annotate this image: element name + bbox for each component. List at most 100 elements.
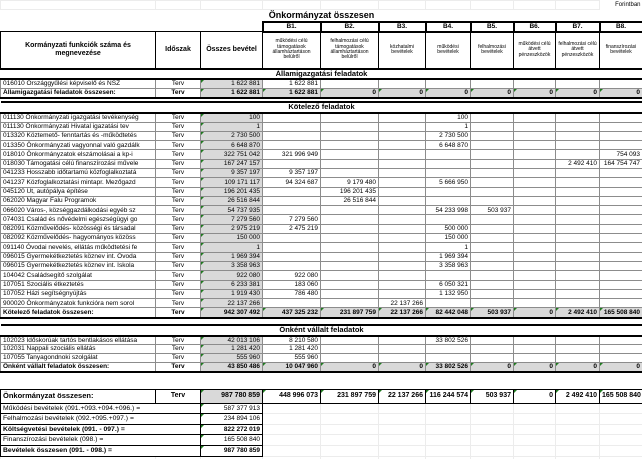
- value-cell-b8: [599, 195, 642, 207]
- value-cell-b3: [378, 121, 426, 132]
- value-cell-b1: [262, 298, 321, 309]
- value-cell-b1: 2 475 219: [262, 223, 321, 235]
- empty-cell: [320, 423, 379, 436]
- value-cell-b4: [425, 214, 471, 225]
- period-cell: Terv: [155, 279, 201, 290]
- value-cell-b1: [262, 242, 321, 253]
- summary-value-4: 165 508 840: [200, 434, 263, 446]
- value-cell-b1: 786 480: [262, 288, 321, 300]
- value-cell-b6: [513, 352, 556, 363]
- value-cell-b5: [470, 344, 514, 354]
- total-revenue-cell: 1 919 430: [200, 288, 263, 300]
- section-total-period: Terv: [155, 307, 201, 319]
- value-cell-b2: [320, 233, 379, 244]
- column-code-6: B6.: [512, 20, 557, 33]
- value-cell-b6: [513, 233, 556, 244]
- value-cell-b5: [470, 195, 514, 207]
- section-total-b8: 165 508 840: [599, 307, 642, 319]
- value-cell-b3: [378, 242, 426, 253]
- value-cell-b2: 26 516 844: [320, 195, 379, 207]
- value-cell-b4: [425, 186, 471, 197]
- grand-total-revenue: 987 780 859: [200, 388, 263, 404]
- empty-cell: [0, 0, 156, 10]
- value-cell-b7: [555, 344, 600, 354]
- column-code-1: B1.: [261, 20, 322, 33]
- value-cell-b4: [425, 195, 471, 207]
- value-cell-b1: 1 622 881: [262, 78, 321, 89]
- section-total-b8: 0: [599, 87, 642, 100]
- value-cell-b6: [513, 130, 556, 142]
- sheet-title: Önkormányzat összesen: [268, 10, 375, 21]
- value-cell-b3: [378, 112, 426, 123]
- value-cell-b2: [320, 260, 379, 272]
- value-cell-b6: [513, 121, 556, 132]
- empty-cell: [599, 445, 642, 457]
- value-cell-b3: [378, 205, 426, 216]
- value-cell-b3: [378, 260, 426, 272]
- value-cell-b7: [555, 288, 600, 300]
- total-revenue-cell: 322 751 042: [200, 149, 263, 160]
- section-total-period: Terv: [155, 361, 201, 374]
- section-total-b1: 1 622 881: [262, 87, 321, 100]
- empty-cell: [470, 434, 514, 446]
- empty-cell: [378, 402, 426, 415]
- value-cell-b4: 1: [425, 242, 471, 253]
- value-cell-b2: [320, 205, 379, 216]
- section-total-b4: 33 802 526: [425, 361, 471, 374]
- section-total-b2: 0: [320, 87, 379, 100]
- period-cell: Terv: [155, 158, 201, 170]
- summary-label-2: Felhalmozási bevételek (092.+095.+097.) …: [0, 413, 201, 425]
- value-cell-b6: [513, 112, 556, 123]
- value-cell-b3: [378, 233, 426, 244]
- section-total-b2: 0: [320, 361, 379, 374]
- function-label-cell: 900020 Önkormányzatok funkcióra nem soro…: [0, 298, 156, 309]
- function-label-cell: 013320 Köztemető- fenntartás és -működte…: [0, 130, 156, 142]
- column-code-8: B8.: [598, 20, 642, 33]
- value-cell-b5: [470, 298, 514, 309]
- period-cell: Terv: [155, 223, 201, 235]
- section-band: Kötelező feladatok: [0, 101, 642, 114]
- section-total-label: Államigazgatási feladatok összesen:: [0, 87, 156, 100]
- empty-cell: [378, 413, 426, 425]
- total-revenue-cell: 26 516 844: [200, 195, 263, 207]
- empty-cell: [470, 423, 514, 436]
- empty-cell: [425, 434, 471, 446]
- value-cell-b7: [555, 112, 600, 123]
- section-total-b7: 0: [555, 361, 600, 374]
- section-total-b5: 0: [470, 87, 514, 100]
- value-cell-b3: [378, 279, 426, 290]
- value-cell-b5: [470, 251, 514, 262]
- value-cell-b4: 33 802 526: [425, 335, 471, 346]
- value-cell-b7: 2 492 410: [555, 158, 600, 170]
- value-cell-b8: [599, 167, 642, 179]
- total-revenue-cell: 1: [200, 121, 263, 132]
- empty-cell: [513, 413, 556, 425]
- total-revenue-cell: 1 969 394: [200, 251, 263, 262]
- section-total-label: Kötelező feladatok összesen:: [0, 307, 156, 319]
- function-label-cell: 013350 Önkormányzati vagyonnal való gazd…: [0, 140, 156, 151]
- value-cell-b3: [378, 78, 426, 89]
- value-cell-b8: [599, 335, 642, 346]
- value-cell-b5: [470, 223, 514, 235]
- value-cell-b4: 5 666 950: [425, 177, 471, 188]
- value-cell-b5: [470, 260, 514, 272]
- value-cell-b8: [599, 260, 642, 272]
- function-label-cell: 041237 Közfoglalkoztatási mintapr. Mezőg…: [0, 177, 156, 188]
- value-cell-b7: [555, 335, 600, 346]
- value-cell-b1: [262, 233, 321, 244]
- value-cell-b6: [513, 158, 556, 170]
- column-code-7: B7.: [554, 20, 601, 33]
- period-cell: Terv: [155, 140, 201, 151]
- value-cell-b5: [470, 288, 514, 300]
- value-cell-b3: [378, 186, 426, 197]
- total-revenue-cell: 1: [200, 242, 263, 253]
- empty-cell: [1, 22, 263, 32]
- value-cell-b8: [599, 344, 642, 354]
- value-cell-b4: 1: [425, 121, 471, 132]
- empty-cell: [378, 0, 426, 10]
- total-revenue-cell: 6 233 381: [200, 279, 263, 290]
- value-cell-b4: [425, 149, 471, 160]
- value-cell-b7: [555, 149, 600, 160]
- period-cell: Terv: [155, 214, 201, 225]
